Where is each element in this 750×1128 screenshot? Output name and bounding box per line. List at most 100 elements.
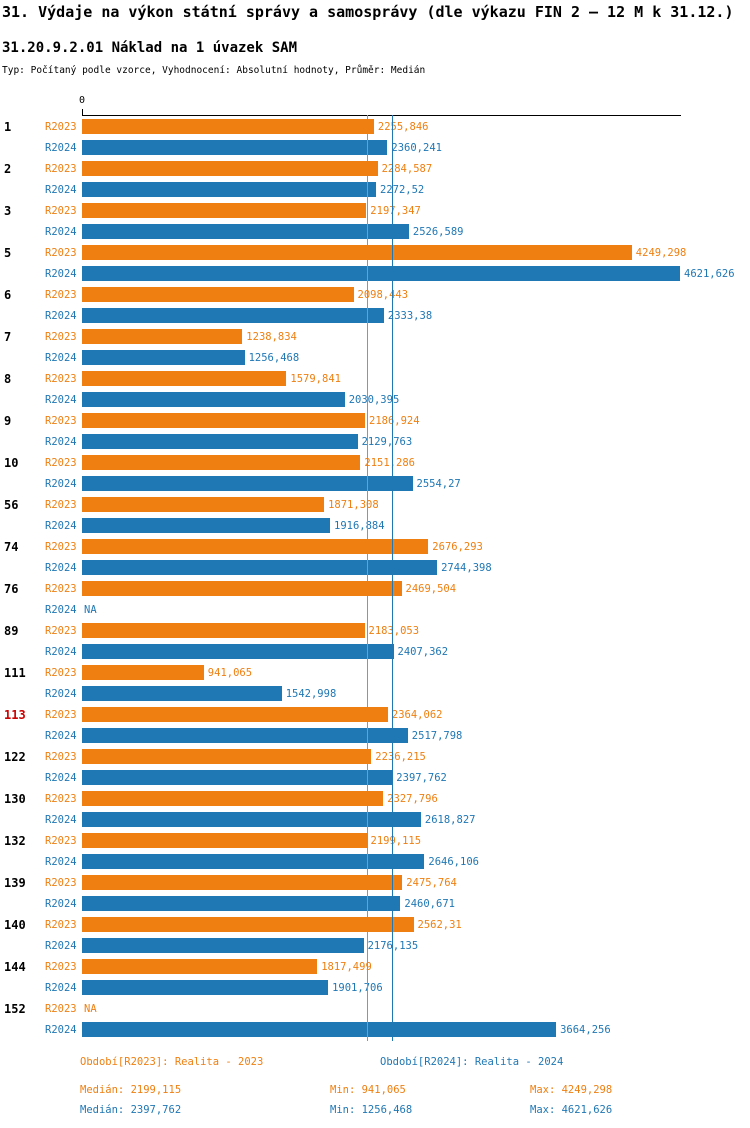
bar-track: 2333,38 bbox=[82, 305, 750, 326]
series-label-r2024: R2024 bbox=[45, 855, 77, 868]
value-label: 1871,308 bbox=[328, 498, 379, 511]
bar-r2024 bbox=[82, 392, 345, 407]
bar-track: 2176,135 bbox=[82, 935, 750, 956]
chart-group-7: 7 R2023 1238,834 R2024 1256,468 bbox=[0, 326, 750, 368]
series-label-r2023: R2023 bbox=[45, 540, 77, 553]
bar-row: R2024 4621,626 bbox=[0, 263, 750, 284]
bar-r2024 bbox=[82, 350, 245, 365]
legend-item-r2023: Období[R2023]: Realita - 2023 bbox=[80, 1056, 264, 1068]
value-label: 2676,293 bbox=[432, 540, 483, 553]
bar-row: R2024 2407,362 bbox=[0, 641, 750, 662]
group-id-label: 5 bbox=[4, 245, 12, 260]
bar-track: 2360,241 bbox=[82, 137, 750, 158]
value-label: 1916,884 bbox=[334, 519, 385, 532]
series-label-r2023: R2023 bbox=[45, 708, 77, 721]
chart-group-111: 111 R2023 941,065 R2024 1542,998 bbox=[0, 662, 750, 704]
value-label: 2333,38 bbox=[387, 309, 433, 322]
bar-track: 2646,106 bbox=[82, 851, 750, 872]
value-label: 2460,671 bbox=[404, 897, 455, 910]
bar-row: R2024 1256,468 bbox=[0, 347, 750, 368]
chart-group-5: 5 R2023 4249,298 R2024 4621,626 bbox=[0, 242, 750, 284]
bar-row: R2024 2460,671 bbox=[0, 893, 750, 914]
bar-row: 6 R2023 2098,443 bbox=[0, 284, 750, 305]
value-label: 2199,115 bbox=[370, 834, 422, 847]
bar-row: 56 R2023 1871,308 bbox=[0, 494, 750, 515]
chart-group-1: 1 R2023 2255,846 R2024 2360,241 bbox=[0, 116, 750, 158]
bar-r2023 bbox=[82, 581, 402, 596]
group-id-label: 1 bbox=[4, 119, 12, 134]
bar-row: R2024 2646,106 bbox=[0, 851, 750, 872]
chart-group-8: 8 R2023 1579,841 R2024 2030,395 bbox=[0, 368, 750, 410]
bar-track: 2397,762 bbox=[82, 767, 750, 788]
bar-track: 2236,215 bbox=[82, 746, 750, 767]
group-id-label: 111 bbox=[4, 665, 26, 680]
series-label-r2023: R2023 bbox=[45, 1002, 77, 1015]
bar-track: 941,065 bbox=[82, 662, 750, 683]
bar-track: 1542,998 bbox=[82, 683, 750, 704]
series-label-r2024: R2024 bbox=[45, 519, 77, 532]
series-label-r2023: R2023 bbox=[45, 162, 77, 175]
value-label: 2618,827 bbox=[424, 813, 476, 826]
bar-row: 122 R2023 2236,215 bbox=[0, 746, 750, 767]
series-label-r2023: R2023 bbox=[45, 750, 77, 763]
series-label-r2024: R2024 bbox=[45, 603, 77, 616]
bar-r2023 bbox=[82, 707, 388, 722]
bar-r2024 bbox=[82, 854, 425, 869]
plot-area: 1 R2023 2255,846 R2024 2360,241 2 R2023 2284,58… bbox=[0, 109, 750, 1041]
value-label: 4621,626 bbox=[684, 267, 735, 280]
series-label-r2023: R2023 bbox=[45, 288, 77, 301]
bar-track: 2364,062 bbox=[82, 704, 750, 725]
bar-track: 2517,798 bbox=[82, 725, 750, 746]
bar-r2024 bbox=[82, 644, 394, 659]
bar-track: NA bbox=[82, 599, 750, 620]
bar-row: R2024 2272,52 bbox=[0, 179, 750, 200]
series-label-r2024: R2024 bbox=[45, 435, 77, 448]
value-label: 1256,468 bbox=[248, 351, 300, 364]
na-value-label: NA bbox=[84, 603, 97, 616]
bar-row: 10 R2023 2151,286 bbox=[0, 452, 750, 473]
bar-r2023 bbox=[82, 791, 384, 806]
bar-track: 2526,589 bbox=[82, 221, 750, 242]
group-id-label: 56 bbox=[4, 497, 19, 512]
bar-r2024 bbox=[82, 140, 388, 155]
value-label: 4249,298 bbox=[635, 246, 687, 259]
bar-row: R2024 2176,135 bbox=[0, 935, 750, 956]
series-label-r2023: R2023 bbox=[45, 204, 77, 217]
bar-track: 2460,671 bbox=[82, 893, 750, 914]
series-label-r2023: R2023 bbox=[45, 246, 77, 259]
group-id-label: 122 bbox=[4, 749, 26, 764]
bar-r2023 bbox=[82, 875, 403, 890]
series-label-r2023: R2023 bbox=[45, 582, 77, 595]
series-label-r2023: R2023 bbox=[45, 624, 77, 637]
value-label: 2744,398 bbox=[441, 561, 492, 574]
group-id-label: 152 bbox=[4, 1001, 26, 1016]
bar-row: 132 R2023 2199,115 bbox=[0, 830, 750, 851]
value-label: 1238,834 bbox=[246, 330, 297, 343]
legend-item-r2024: Období[R2024]: Realita - 2024 bbox=[380, 1056, 564, 1068]
x-axis-line bbox=[82, 115, 681, 116]
bar-r2024 bbox=[82, 518, 330, 533]
stat-max-r2024: Max: 4621,626 bbox=[530, 1104, 613, 1116]
series-label-r2024: R2024 bbox=[45, 813, 77, 826]
bar-track: 4249,298 bbox=[82, 242, 750, 263]
bar-track: 2407,362 bbox=[82, 641, 750, 662]
bar-row: R2024 2129,763 bbox=[0, 431, 750, 452]
series-label-r2024: R2024 bbox=[45, 645, 77, 658]
value-label: 2646,106 bbox=[428, 855, 479, 868]
series-label-r2024: R2024 bbox=[45, 1023, 77, 1036]
bar-track: 2469,504 bbox=[82, 578, 750, 599]
series-label-r2024: R2024 bbox=[45, 141, 77, 154]
bar-track: 1901,706 bbox=[82, 977, 750, 998]
value-label: 2098,443 bbox=[357, 288, 409, 301]
bar-row: R2024 2554,27 bbox=[0, 473, 750, 494]
chart-group-139: 139 R2023 2475,764 R2024 2460,671 bbox=[0, 872, 750, 914]
bar-track: 2327,796 bbox=[82, 788, 750, 809]
group-id-label: 113 bbox=[4, 707, 26, 722]
value-label: 2360,241 bbox=[391, 141, 442, 154]
bar-r2023 bbox=[82, 287, 354, 302]
group-id-label: 76 bbox=[4, 581, 19, 596]
report-title: 31. Výdaje na výkon státní správy a samo… bbox=[2, 3, 734, 21]
bar-row: R2024 3664,256 bbox=[0, 1019, 750, 1040]
bar-track: 2129,763 bbox=[82, 431, 750, 452]
series-label-r2024: R2024 bbox=[45, 939, 77, 952]
